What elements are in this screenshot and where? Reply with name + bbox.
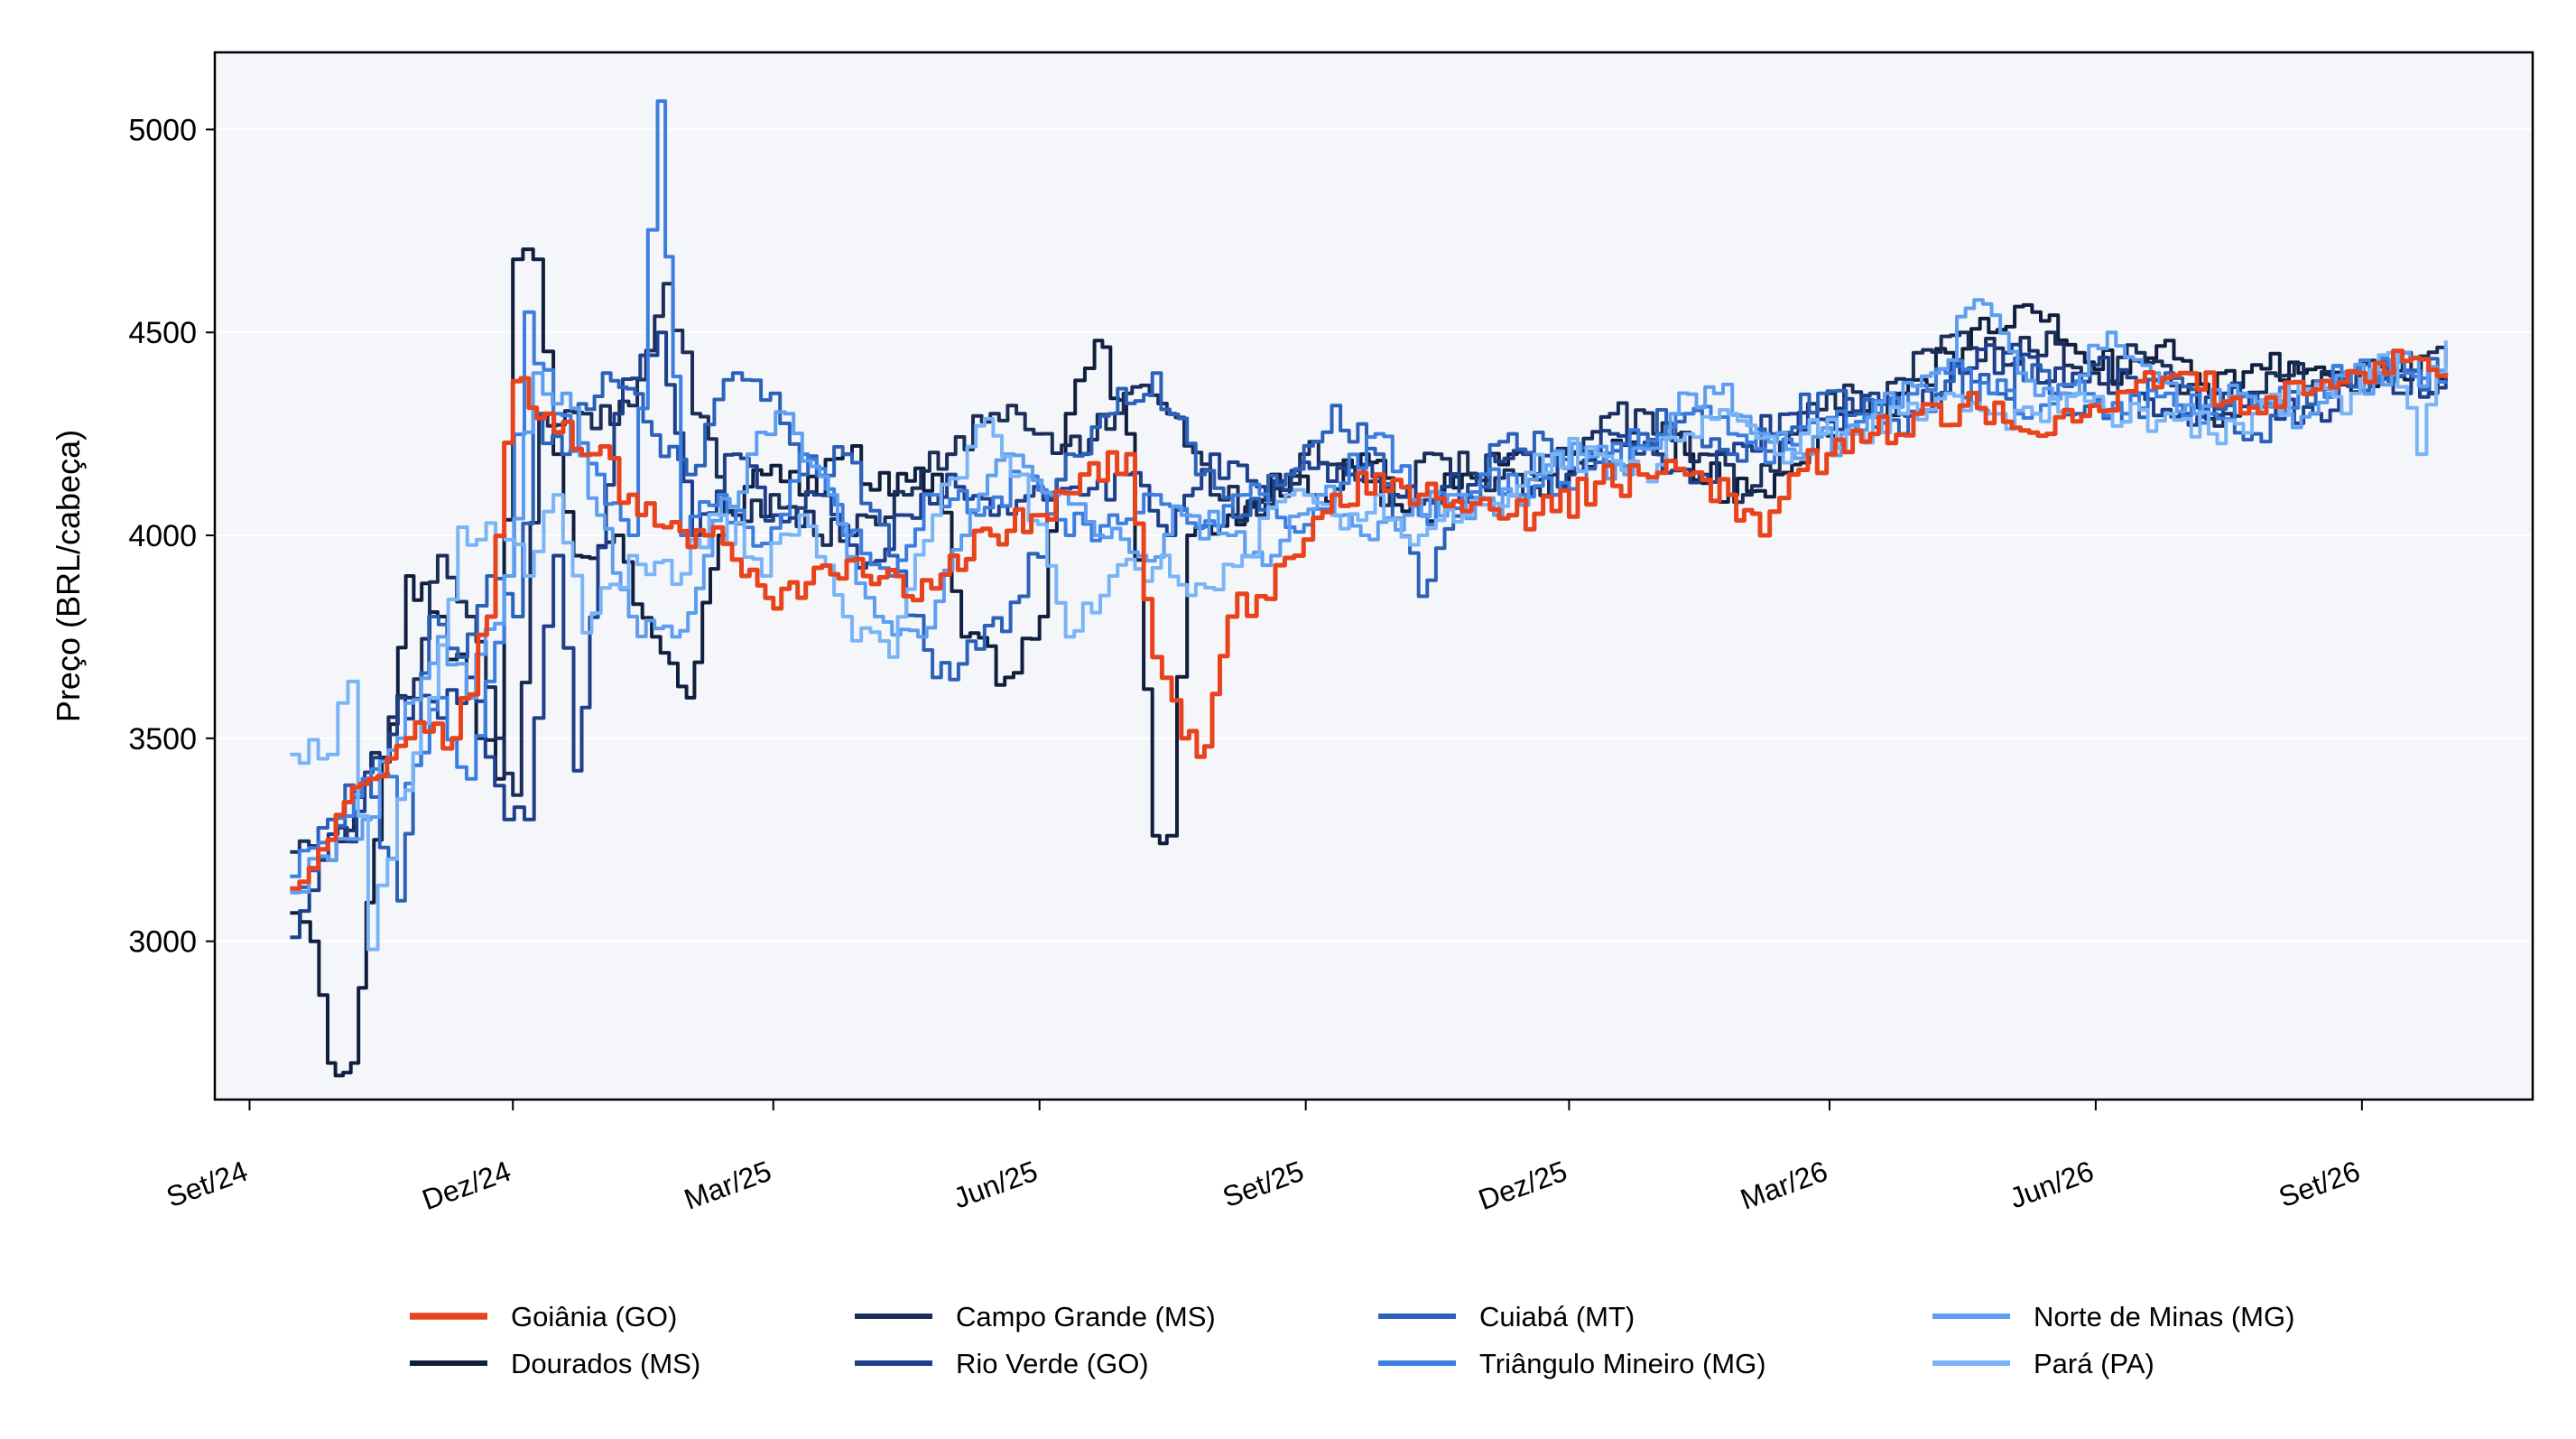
series-line-3: [290, 330, 2448, 940]
legend-label: Goiânia (GO): [511, 1301, 677, 1332]
gridlines: [215, 128, 2533, 942]
y-tick-label: 5000: [128, 113, 197, 147]
x-tick-label: Set/26: [2275, 1155, 2364, 1213]
x-tick-label: Mar/26: [1736, 1155, 1831, 1216]
plot-frame: [213, 51, 2534, 1101]
y-tick-label: 3500: [128, 722, 197, 757]
y-axis-label: Preço (BRL/cabeça): [50, 430, 87, 722]
series-lines: [290, 99, 2449, 1078]
x-tick-label: Mar/25: [680, 1155, 775, 1216]
legend-label: Norte de Minas (MG): [2034, 1301, 2294, 1332]
x-tick-label: Set/24: [162, 1155, 252, 1213]
y-tick-label: 4000: [128, 519, 197, 553]
x-tick-label: Set/25: [1219, 1155, 1308, 1213]
series-line-6: [290, 298, 2448, 895]
x-tick-label: Jun/25: [950, 1155, 1042, 1215]
legend-label: Pará (PA): [2034, 1348, 2154, 1379]
x-tick-label: Jun/26: [2006, 1155, 2099, 1215]
series-line-0: [290, 348, 2449, 891]
plot-background: [215, 52, 2533, 1100]
x-tick-label: Dez/25: [1474, 1155, 1571, 1217]
legend-label: Triângulo Mineiro (MG): [1479, 1348, 1766, 1379]
legend: Goiânia (GO) Dourados (MS) Campo Grande (M…: [410, 1301, 2294, 1379]
y-axis: 3000 3500 4000 4500 5000: [128, 113, 215, 960]
legend-label: Rio Verde (GO): [956, 1348, 1149, 1379]
legend-label: Campo Grande (MS): [956, 1301, 1216, 1332]
y-tick-label: 4500: [128, 316, 197, 350]
legend-label: Dourados (MS): [511, 1348, 700, 1379]
legend-label: Cuiabá (MT): [1479, 1301, 1635, 1332]
series-line-5: [290, 99, 2448, 878]
x-axis: Set/24 Dez/24 Mar/25 Jun/25 Set/25 Dez/25 Mar/…: [162, 1100, 2364, 1217]
y-tick-label: 3000: [128, 925, 197, 960]
x-tick-label: Dez/24: [418, 1155, 515, 1217]
